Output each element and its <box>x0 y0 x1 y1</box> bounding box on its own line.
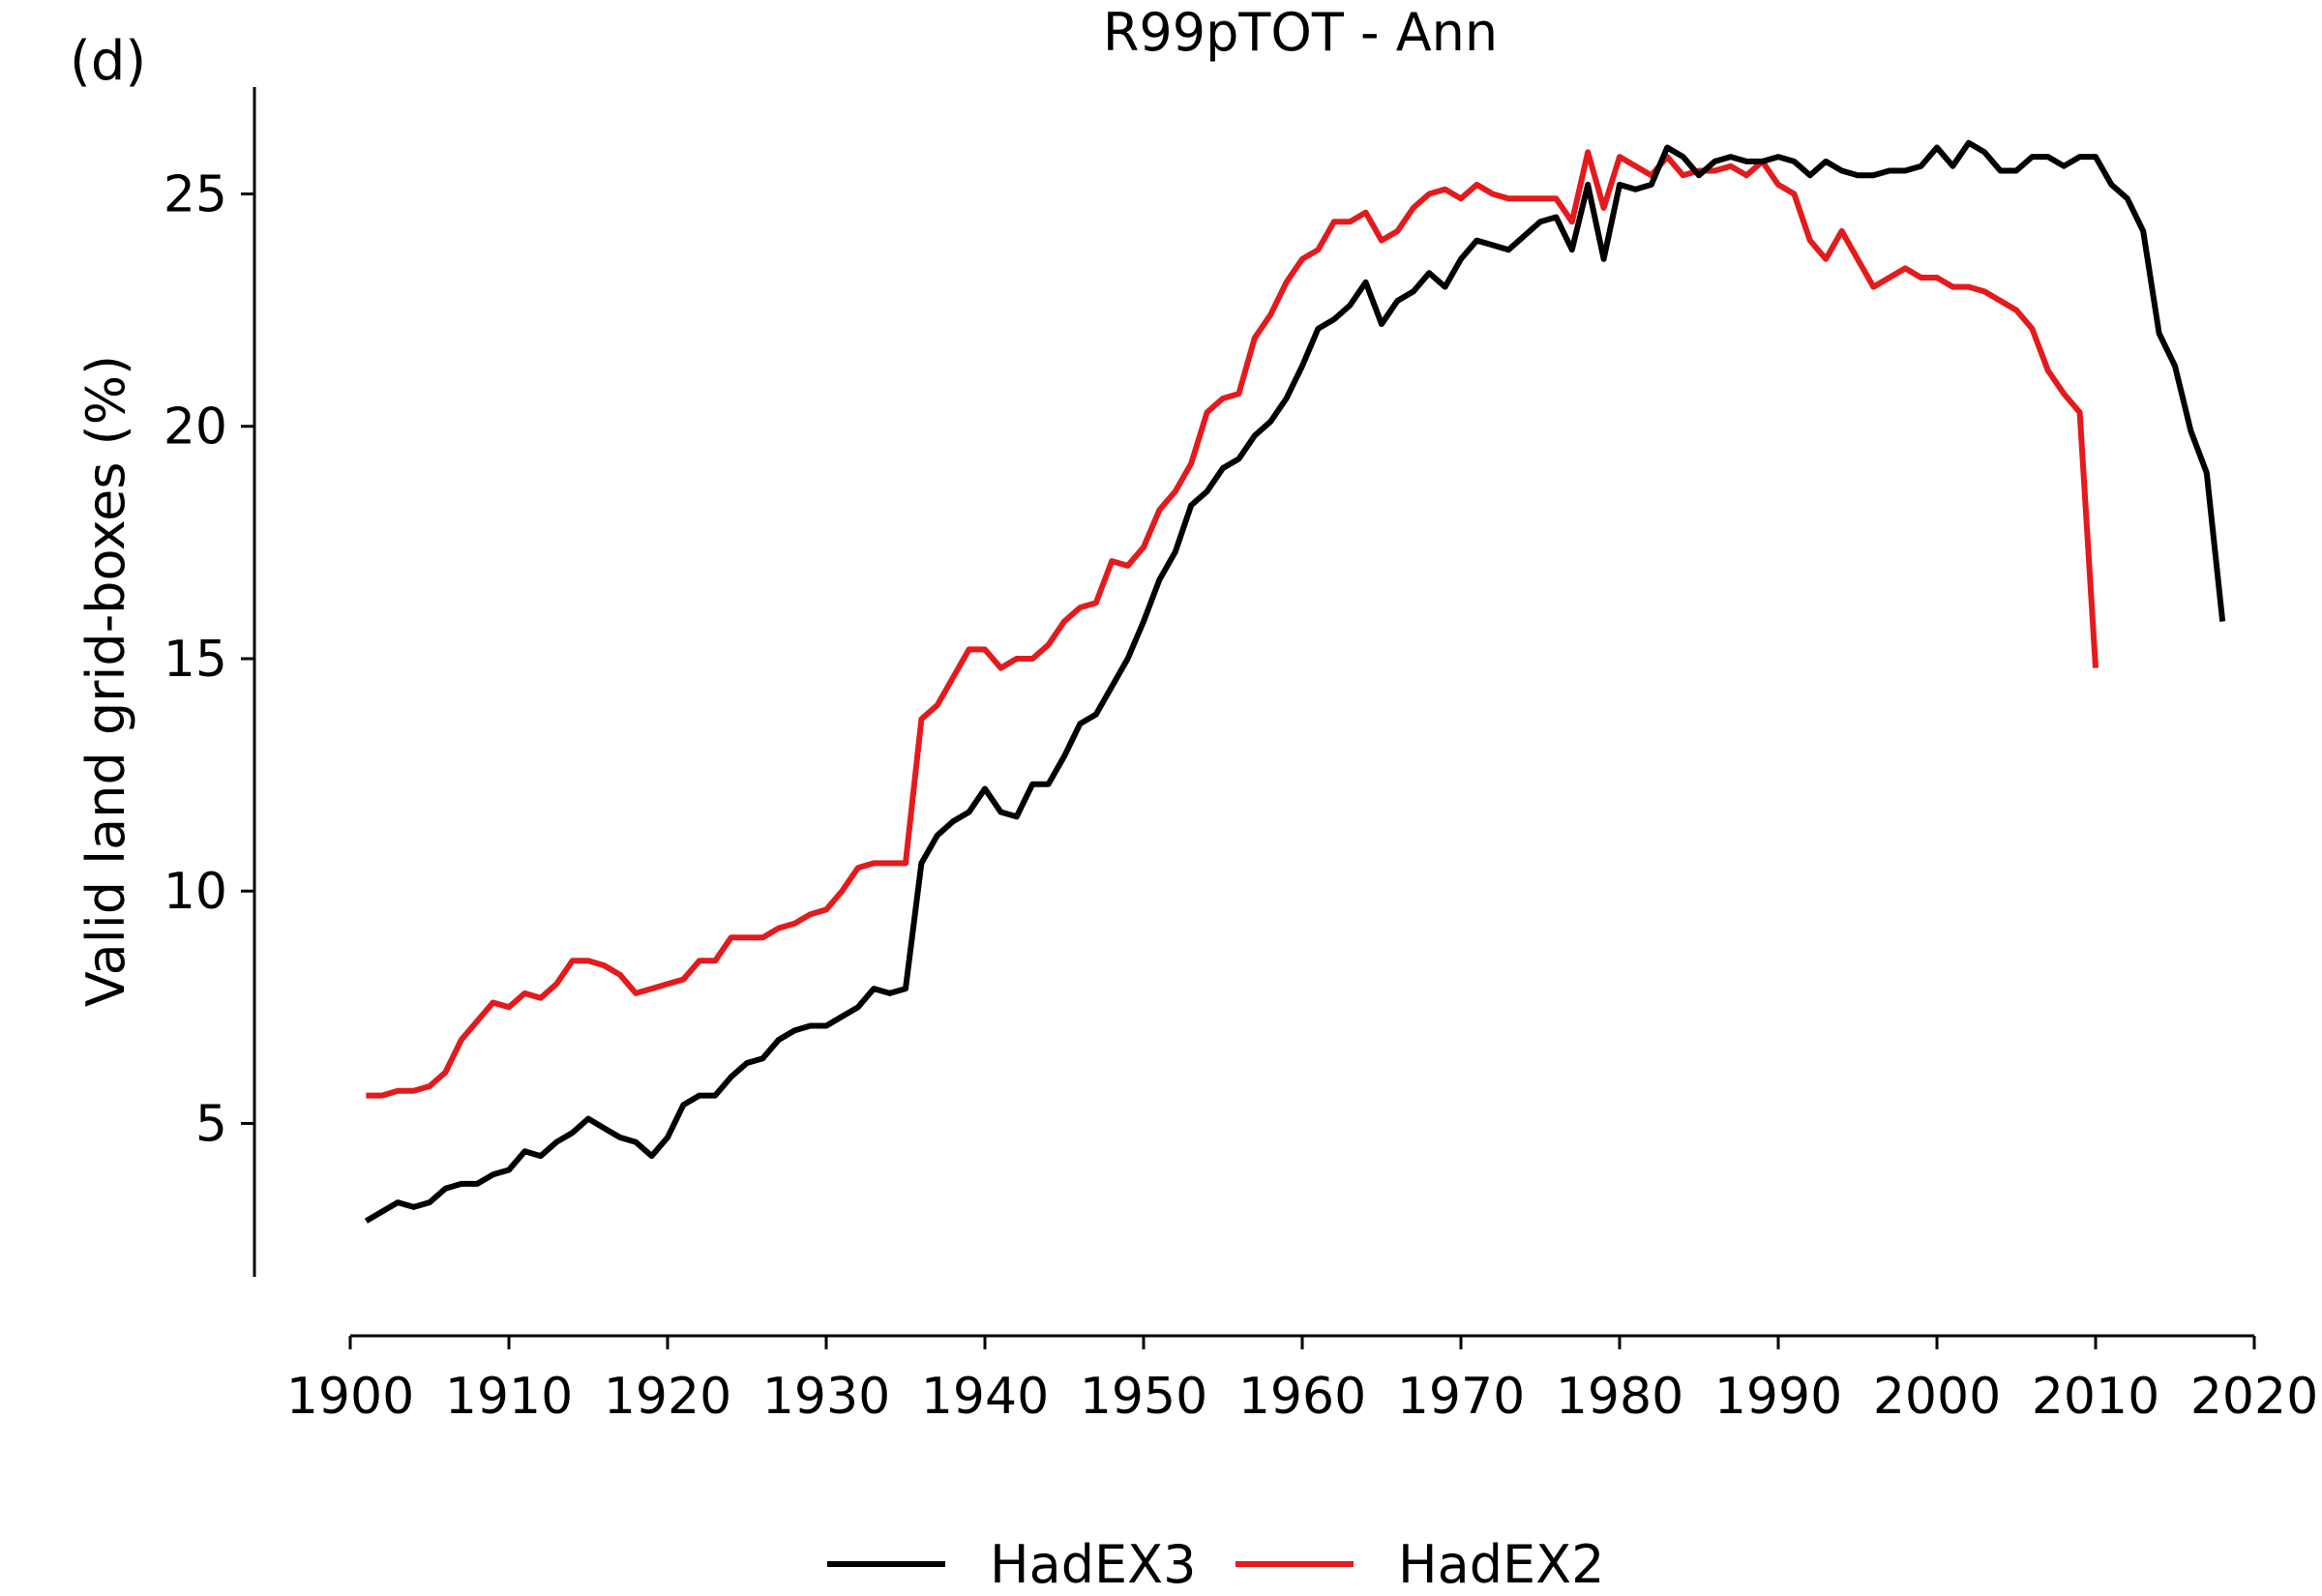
y-axis-label: Valid land grid-boxes (%) <box>75 355 136 1007</box>
chart-title: R99pTOT - Ann <box>1103 2 1498 63</box>
x-axis: 1900 1910 1920 1930 1940 1950 1960 1970 1980 1990… <box>286 1334 2318 1426</box>
y-axis: 5 10 15 20 25 <box>164 87 256 1277</box>
x-tick-label: 1910 <box>445 1368 573 1426</box>
y-tick-label: 20 <box>164 399 227 457</box>
x-tick-label: 1920 <box>604 1368 731 1426</box>
x-tick-label: 1980 <box>1556 1368 1683 1426</box>
x-tick-label: 1950 <box>1080 1368 1207 1426</box>
y-tick-label: 10 <box>164 863 227 921</box>
x-tick-label: 1940 <box>921 1368 1049 1426</box>
x-tick-label: 1970 <box>1397 1368 1525 1426</box>
x-tick-label: 2020 <box>2190 1368 2318 1426</box>
series-layer <box>364 139 2226 1224</box>
x-tick-label: 1990 <box>1714 1368 1842 1426</box>
legend-label-hadex3: HadEX3 <box>990 1534 1196 1595</box>
series-line-hadex2 <box>366 149 2099 1099</box>
series-line-hadex3 <box>364 139 2226 1224</box>
x-tick-label: 2000 <box>1873 1368 2001 1426</box>
y-tick-label: 15 <box>164 631 227 689</box>
x-tick-label: 1900 <box>286 1368 414 1426</box>
y-tick-label: 5 <box>195 1095 227 1153</box>
y-tick-label: 25 <box>164 166 227 224</box>
x-tick-label: 1960 <box>1238 1368 1366 1426</box>
x-tick-label: 2010 <box>2032 1368 2159 1426</box>
x-tick-label: 1930 <box>762 1368 890 1426</box>
panel-label: (d) <box>70 30 146 93</box>
legend-label-hadex2: HadEX2 <box>1398 1534 1604 1595</box>
legend: HadEX3 HadEX2 <box>827 1534 1604 1595</box>
